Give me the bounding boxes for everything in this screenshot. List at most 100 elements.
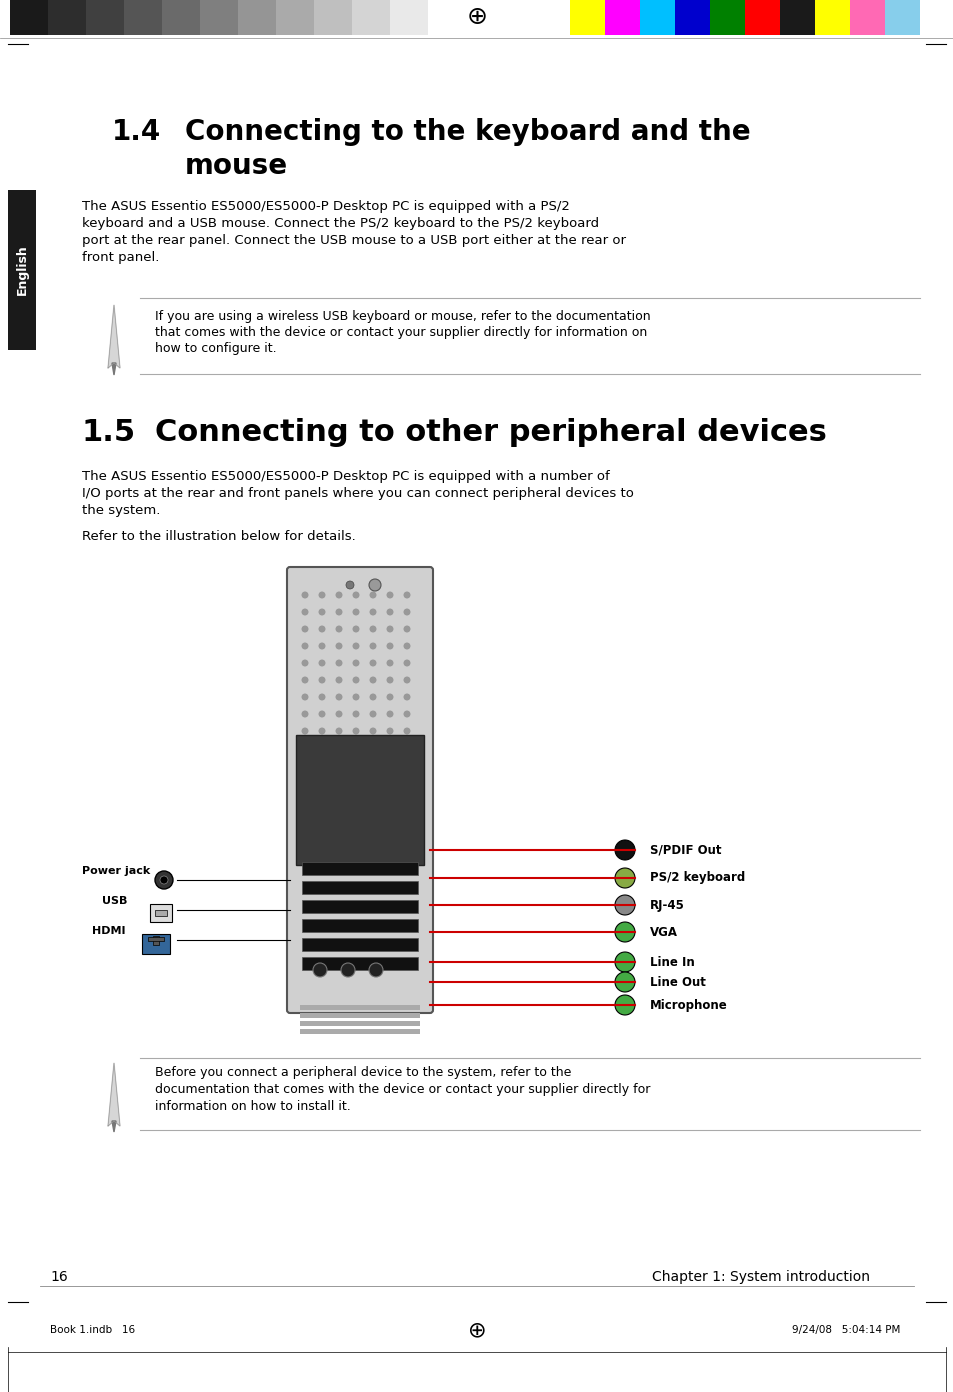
Text: Before you connect a peripheral device to the system, refer to the: Before you connect a peripheral device t… xyxy=(154,1066,571,1079)
Circle shape xyxy=(386,693,393,700)
Bar xyxy=(152,935,159,945)
Circle shape xyxy=(403,728,410,735)
Circle shape xyxy=(386,745,393,752)
Text: S/PDIF Out: S/PDIF Out xyxy=(649,844,720,856)
Circle shape xyxy=(386,592,393,599)
Circle shape xyxy=(335,813,342,820)
Circle shape xyxy=(386,608,393,615)
Text: the system.: the system. xyxy=(82,504,160,516)
Text: 1.5: 1.5 xyxy=(82,418,136,447)
Circle shape xyxy=(369,745,376,752)
Circle shape xyxy=(318,778,325,785)
Circle shape xyxy=(386,795,393,803)
Circle shape xyxy=(301,795,308,803)
Circle shape xyxy=(403,778,410,785)
Circle shape xyxy=(335,608,342,615)
Circle shape xyxy=(386,625,393,632)
Bar xyxy=(200,0,237,35)
Text: If you are using a wireless USB keyboard or mouse, refer to the documentation: If you are using a wireless USB keyboard… xyxy=(154,310,650,323)
Circle shape xyxy=(369,677,376,683)
Bar xyxy=(154,910,167,916)
Bar xyxy=(299,1005,419,1011)
Circle shape xyxy=(352,643,359,650)
Text: RJ-45: RJ-45 xyxy=(649,898,684,912)
Circle shape xyxy=(335,693,342,700)
Circle shape xyxy=(615,952,635,972)
Circle shape xyxy=(615,995,635,1015)
Circle shape xyxy=(352,745,359,752)
Text: VGA: VGA xyxy=(649,926,678,938)
Circle shape xyxy=(301,608,308,615)
Circle shape xyxy=(346,580,354,589)
Text: Book 1.indb   16: Book 1.indb 16 xyxy=(50,1325,135,1335)
Circle shape xyxy=(386,761,393,768)
Bar xyxy=(48,0,86,35)
Text: Chapter 1: System introduction: Chapter 1: System introduction xyxy=(651,1270,869,1283)
Circle shape xyxy=(369,592,376,599)
Bar xyxy=(299,1029,419,1034)
Text: Microphone: Microphone xyxy=(649,998,727,1012)
Circle shape xyxy=(318,625,325,632)
Circle shape xyxy=(403,677,410,683)
Circle shape xyxy=(301,592,308,599)
Circle shape xyxy=(318,592,325,599)
Circle shape xyxy=(335,761,342,768)
Circle shape xyxy=(615,972,635,992)
Circle shape xyxy=(301,813,308,820)
Circle shape xyxy=(335,728,342,735)
Circle shape xyxy=(369,761,376,768)
Bar xyxy=(780,0,814,35)
Circle shape xyxy=(615,922,635,942)
Circle shape xyxy=(352,693,359,700)
Bar xyxy=(639,0,675,35)
Text: 1.4: 1.4 xyxy=(112,118,161,146)
Circle shape xyxy=(318,660,325,667)
Circle shape xyxy=(369,693,376,700)
Bar xyxy=(302,919,417,933)
Circle shape xyxy=(403,761,410,768)
Text: I/O ports at the rear and front panels where you can connect peripheral devices : I/O ports at the rear and front panels w… xyxy=(82,487,633,500)
Circle shape xyxy=(301,761,308,768)
Circle shape xyxy=(160,876,168,884)
Bar xyxy=(390,0,428,35)
Circle shape xyxy=(403,660,410,667)
Circle shape xyxy=(301,660,308,667)
Circle shape xyxy=(386,710,393,717)
Text: Power jack: Power jack xyxy=(82,866,150,876)
Circle shape xyxy=(352,728,359,735)
Circle shape xyxy=(352,778,359,785)
Bar xyxy=(709,0,744,35)
Polygon shape xyxy=(108,305,120,367)
Text: Line Out: Line Out xyxy=(649,976,705,988)
Polygon shape xyxy=(108,1063,120,1126)
Bar xyxy=(814,0,849,35)
Bar xyxy=(314,0,352,35)
Bar xyxy=(604,0,639,35)
Text: The ASUS Essentio ES5000/ES5000-P Desktop PC is equipped with a number of: The ASUS Essentio ES5000/ES5000-P Deskto… xyxy=(82,470,609,483)
Text: front panel.: front panel. xyxy=(82,251,159,264)
Bar xyxy=(148,937,164,941)
Circle shape xyxy=(335,625,342,632)
Circle shape xyxy=(352,608,359,615)
Circle shape xyxy=(318,643,325,650)
Circle shape xyxy=(335,660,342,667)
Bar xyxy=(162,0,200,35)
Circle shape xyxy=(369,625,376,632)
Circle shape xyxy=(386,643,393,650)
Circle shape xyxy=(615,895,635,915)
Bar xyxy=(86,0,124,35)
Circle shape xyxy=(301,710,308,717)
Text: 16: 16 xyxy=(50,1270,68,1283)
Circle shape xyxy=(403,710,410,717)
Circle shape xyxy=(352,813,359,820)
Circle shape xyxy=(340,963,355,977)
Circle shape xyxy=(403,813,410,820)
Text: USB: USB xyxy=(102,896,128,906)
Circle shape xyxy=(318,728,325,735)
Circle shape xyxy=(369,643,376,650)
Bar xyxy=(150,903,172,922)
Bar xyxy=(302,862,417,876)
Text: English: English xyxy=(15,245,29,295)
Bar xyxy=(302,901,417,913)
Bar xyxy=(302,958,417,970)
